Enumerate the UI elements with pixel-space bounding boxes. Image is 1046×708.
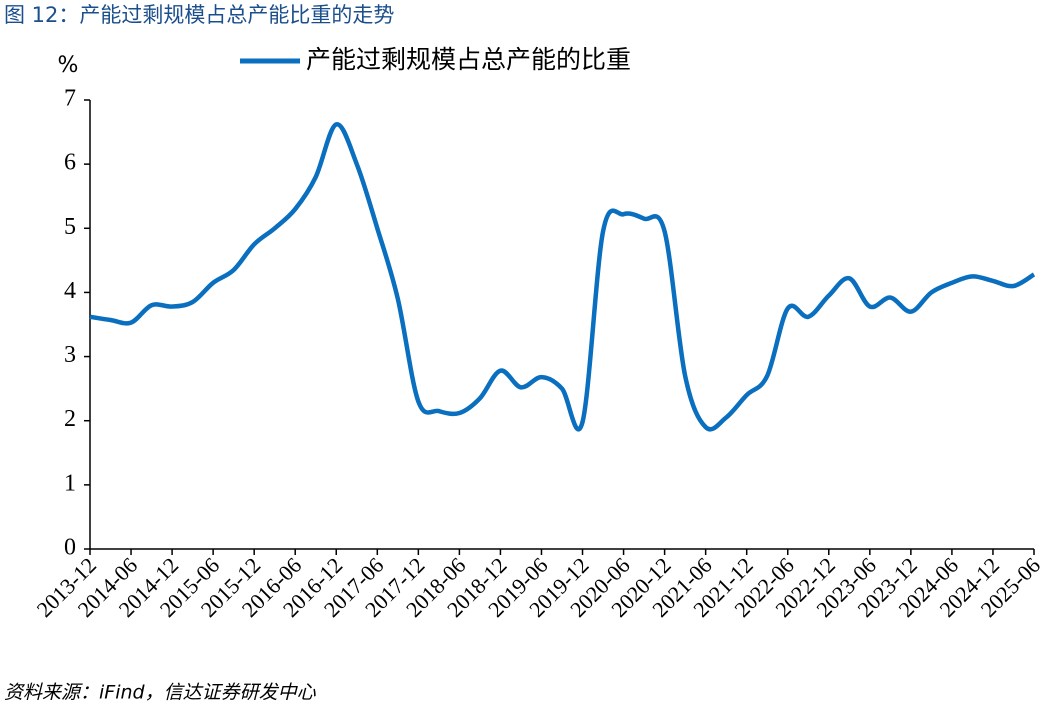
source-note: 资料来源：iFind，信达证券研发中心 (4, 682, 317, 704)
y-tick-label: 2 (64, 406, 76, 432)
y-tick-label: 4 (64, 278, 76, 304)
y-axis-label: % (58, 53, 79, 78)
y-tick-label: 5 (64, 214, 76, 240)
y-tick-label: 7 (64, 86, 76, 112)
y-tick-label: 6 (64, 150, 76, 176)
series-line (89, 122, 1036, 432)
y-tick-label: 3 (64, 342, 76, 368)
chart-title: 图 12：产能过剩规模占总产能比重的走势 (4, 3, 394, 27)
y-tick-label: 1 (64, 470, 76, 496)
y-tick-label: 0 (64, 535, 76, 561)
legend-label: 产能过剩规模占总产能的比重 (306, 45, 631, 74)
